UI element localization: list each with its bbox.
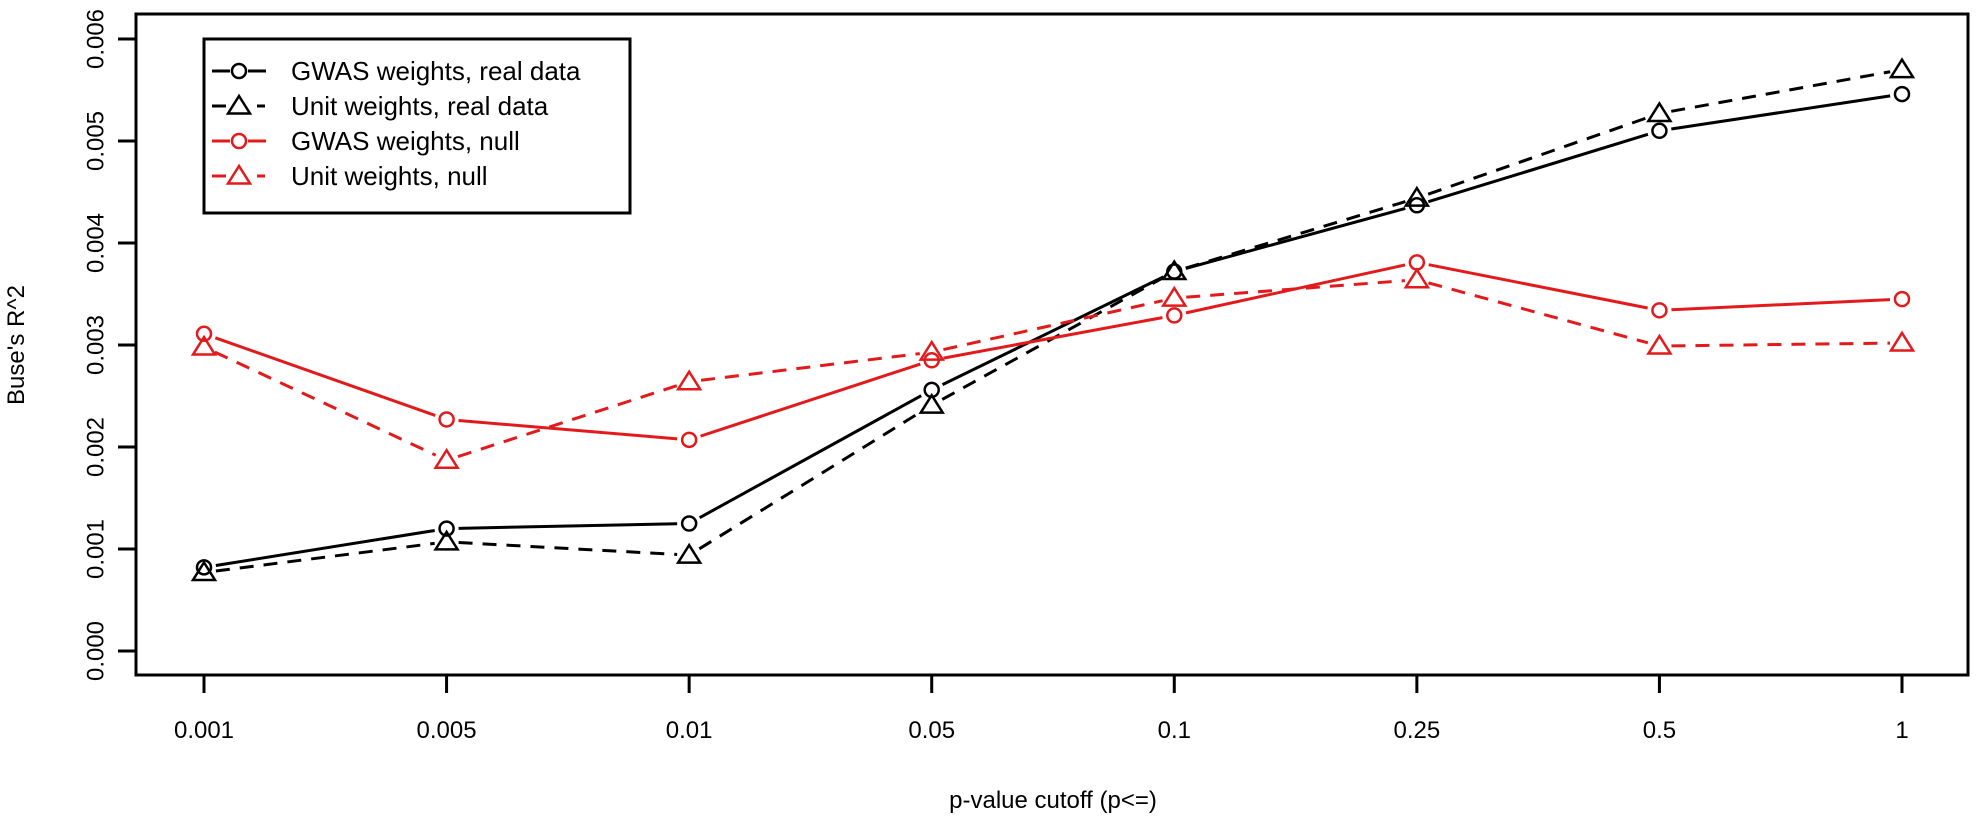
series-line-segment [1186,279,1406,299]
data-point-circle [680,515,698,532]
data-point-triangle [675,542,703,564]
series-line-segment [1428,281,1649,345]
y-axis: 0.000 0.001 0.002 0.003 0.004 0.005 0.006 [83,9,136,681]
data-point-triangle [1403,267,1431,289]
series-line-segment [941,275,1165,386]
data-point-triangle [1161,285,1188,307]
x-tick-label: 1 [1895,717,1908,744]
x-axis: 0.001 0.005 0.01 0.05 0.1 0.25 0.5 1 [174,675,1909,744]
series-unit-weights-real-data [190,57,1916,582]
series-line-segment [1427,115,1649,196]
series-line-segment [1671,298,1891,312]
series-line-segment [214,336,436,417]
legend-label: Unit weights, real data [291,91,549,121]
y-tick-label: 0.000 [83,621,110,681]
data-point-circle [195,325,213,343]
data-point-triangle [433,447,460,470]
y-tick-label: 0.005 [83,111,110,171]
series-line-segment [457,383,679,458]
series-gwas-weights-null [195,254,1911,449]
legend-marker-triangle [225,163,253,185]
series-line-segment [215,541,435,573]
y-tick-label: 0.001 [83,519,110,579]
legend-item: Unit weights, real data [212,91,549,121]
data-point-circle [1893,85,1911,103]
x-tick-label: 0.5 [1643,717,1676,744]
data-point-circle [680,431,698,449]
legend-item: GWAS weights, null [212,126,520,156]
data-point-circle [438,520,455,537]
series-line-segment [1671,94,1891,131]
series-line-segment [1428,263,1648,310]
series-line-segment [1427,132,1649,204]
series-line-segment [215,529,435,567]
series-line-segment [458,522,678,530]
legend-items: GWAS weights, real data Unit weights, rea… [212,56,581,191]
data-point-circle [1166,307,1183,324]
data-point-triangle [918,339,945,361]
legend-item: GWAS weights, real data [212,56,581,86]
legend-label: GWAS weights, real data [291,56,581,86]
series-line-segment [943,316,1163,360]
data-point-triangle [1403,185,1431,207]
legend: GWAS weights, real data Unit weights, rea… [202,37,632,215]
series-line-segment [458,541,678,556]
y-tick-label: 0.002 [83,417,110,477]
x-axis-title: p-value cutoff (p<=) [949,787,1157,814]
x-tick-label: 0.005 [417,717,477,744]
data-point-triangle [1888,330,1916,352]
series-unit-weights-null [190,267,1916,470]
series-layer [190,57,1916,582]
series-line-segment [700,362,921,438]
data-point-triangle [190,560,218,582]
legend-label: Unit weights, null [291,161,488,191]
data-point-triangle [1888,57,1916,79]
x-tick-label: 0.05 [908,717,955,744]
series-line-segment [698,394,922,520]
data-point-circle [438,411,455,428]
x-tick-label: 0.01 [666,717,713,744]
legend-marker-circle [230,132,248,150]
y-tick-label: 0.004 [83,213,110,273]
legend-label: GWAS weights, null [291,126,520,156]
data-point-triangle [190,334,218,356]
series-gwas-weights-real-data [195,85,1911,576]
data-point-triangle [675,369,703,391]
y-tick-label: 0.003 [83,315,110,375]
legend-item: Unit weights, null [212,161,488,191]
y-tick-label: 0.006 [83,9,110,69]
legend-marker-circle [230,62,248,80]
y-axis-title: Buse's R^2 [3,285,30,405]
data-point-triangle [1161,259,1188,281]
data-point-circle [1651,302,1668,319]
data-point-triangle [1646,333,1673,355]
data-point-circle [1651,122,1668,140]
series-line-segment [1670,70,1891,113]
data-point-triangle [1646,101,1673,123]
series-line-segment [943,299,1163,351]
series-line-segment [1671,341,1891,348]
series-line-segment [214,350,437,457]
series-line-segment [700,352,920,382]
data-point-circle [1893,290,1911,308]
x-tick-label: 0.001 [174,717,234,744]
data-point-triangle [433,529,460,551]
legend-marker-triangle [225,93,253,115]
x-tick-label: 0.25 [1393,717,1440,744]
x-tick-label: 0.1 [1158,717,1191,744]
series-line-segment [698,410,923,551]
legend-box [202,37,632,215]
series-line-segment [458,418,678,441]
data-point-triangle [918,392,945,414]
